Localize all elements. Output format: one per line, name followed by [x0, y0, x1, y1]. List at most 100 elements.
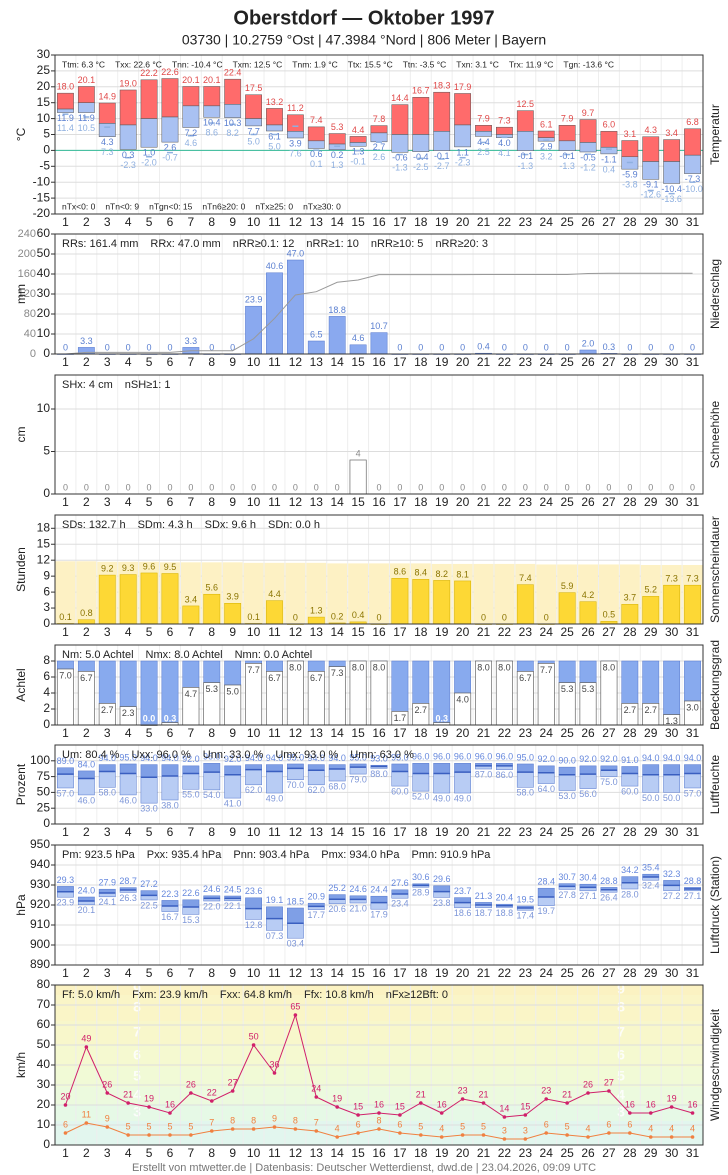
min-bar	[454, 124, 472, 148]
stat-text: nTx≥30: 0	[303, 201, 341, 211]
min-label: 26.4	[600, 893, 618, 903]
upper-bar	[391, 763, 409, 772]
min-bar	[516, 131, 534, 151]
max-label: 24.4	[370, 885, 388, 895]
clear-bar	[454, 660, 472, 694]
x-tick-label: 10	[247, 215, 261, 229]
y-tick-label: 10	[37, 1117, 51, 1131]
ground-min-label: 1.3	[331, 160, 344, 170]
min-bar	[57, 108, 74, 113]
stat-text: Tnn: -10.4 °C	[172, 59, 223, 69]
wind-label: 8	[230, 1115, 235, 1125]
x-tick-label: 23	[519, 495, 533, 509]
max-label: 35.4	[642, 863, 660, 873]
min-label: 58.0	[517, 788, 535, 798]
cloud-label: 5.0	[226, 686, 239, 696]
y-tick-label: 0	[43, 1137, 50, 1151]
upper-bar	[182, 899, 200, 908]
snow-label: 0	[105, 482, 110, 492]
x-tick-label: 19	[435, 726, 449, 740]
precip-label: 0	[669, 342, 674, 352]
max-bar	[328, 133, 346, 145]
max-bar	[558, 125, 576, 142]
precip-label: 47.0	[287, 248, 305, 258]
wind-dot	[439, 1135, 444, 1139]
snow-label: 0	[272, 482, 277, 492]
x-tick-label: 18	[414, 825, 428, 839]
possible-sun-bar	[598, 564, 619, 624]
max-label: 96.0	[412, 752, 430, 762]
x-tick-label: 29	[644, 726, 658, 740]
plot-frame	[54, 844, 704, 966]
x-tick-label: 23	[519, 355, 533, 369]
min-label: 1.3	[352, 147, 365, 157]
y2-tick-label: 40	[24, 328, 36, 340]
min-label: 53.0	[558, 791, 576, 801]
stat-text: nRR≥1: 10	[306, 238, 359, 250]
x-tick-label: 18	[414, 495, 428, 509]
y-tick-label: 0	[43, 616, 50, 630]
x-tick-label: 13	[310, 625, 324, 639]
x-tick-label: 25	[560, 355, 574, 369]
cloud-label: 2.7	[624, 705, 637, 715]
y-axis-label: Prozent	[14, 763, 28, 805]
sun-label: 0	[502, 612, 507, 622]
x-tick-label: 23	[519, 726, 533, 740]
cloud-label: 5.3	[561, 684, 574, 694]
sun-bar	[579, 601, 597, 625]
upper-bar	[454, 763, 472, 773]
sun-bar	[203, 593, 221, 625]
x-tick-label: 14	[331, 966, 345, 980]
min-bar	[600, 146, 618, 155]
wind-dot	[105, 1091, 110, 1095]
wind-label: 19	[667, 1093, 677, 1103]
sun-label: 3.7	[624, 593, 637, 603]
x-tick-label: 21	[477, 625, 491, 639]
min-bar	[182, 105, 200, 128]
sun-bar	[140, 572, 158, 625]
wind-label: 19	[332, 1093, 342, 1103]
min-bar	[349, 142, 367, 147]
x-tick-label: 5	[146, 625, 153, 639]
x-tick-label: 10	[247, 726, 261, 740]
y-tick-label: 2	[43, 701, 50, 715]
y-tick-label: 100	[30, 753, 50, 767]
min-bar	[579, 142, 597, 153]
x-tick-label: 31	[686, 215, 700, 229]
stat-text: Nmn: 0.0 Achtel	[235, 649, 313, 661]
wind-label: 8	[251, 1115, 256, 1125]
x-tick-label: 19	[435, 495, 449, 509]
wind-label: 7	[209, 1117, 214, 1127]
possible-sun-bar	[76, 561, 97, 624]
lower-bar	[537, 896, 555, 906]
x-tick-label: 15	[351, 625, 365, 639]
y-tick-label: 5	[43, 444, 50, 458]
wind-dot	[168, 1111, 172, 1115]
sun-label: 3.9	[226, 592, 239, 602]
max-label: 14.9	[98, 91, 116, 101]
min-label: 46.0	[78, 795, 96, 805]
wind-label: 15	[353, 1101, 363, 1111]
y-tick-label: 10	[37, 111, 51, 125]
beaufort-label: 3	[133, 1104, 141, 1120]
upper-bar	[119, 763, 137, 774]
stat-text: Nmx: 8.0 Achtel	[146, 649, 223, 661]
max-label: 19.5	[517, 894, 535, 904]
wind-dot	[481, 1101, 486, 1105]
stat-text: Pnn: 903.4 hPa	[233, 849, 310, 861]
plot-frame	[54, 644, 704, 726]
plot-frame	[54, 744, 704, 825]
wind-dot	[586, 1091, 590, 1095]
upper-bar	[266, 764, 283, 772]
ground-min-label: -2.5	[413, 162, 429, 172]
cloud-label: 7.0	[59, 670, 72, 680]
max-label: 5.3	[331, 122, 344, 132]
max-bar	[642, 136, 660, 162]
stat-text: Umx: 93.0 %	[275, 749, 338, 761]
min-label: 4.0	[498, 138, 511, 148]
wind-label: 4	[439, 1123, 444, 1133]
wind-label: 20	[60, 1091, 70, 1101]
sun-label: 9.5	[164, 562, 177, 572]
precip-label: 0	[460, 342, 465, 352]
x-tick-label: 14	[331, 1146, 345, 1160]
